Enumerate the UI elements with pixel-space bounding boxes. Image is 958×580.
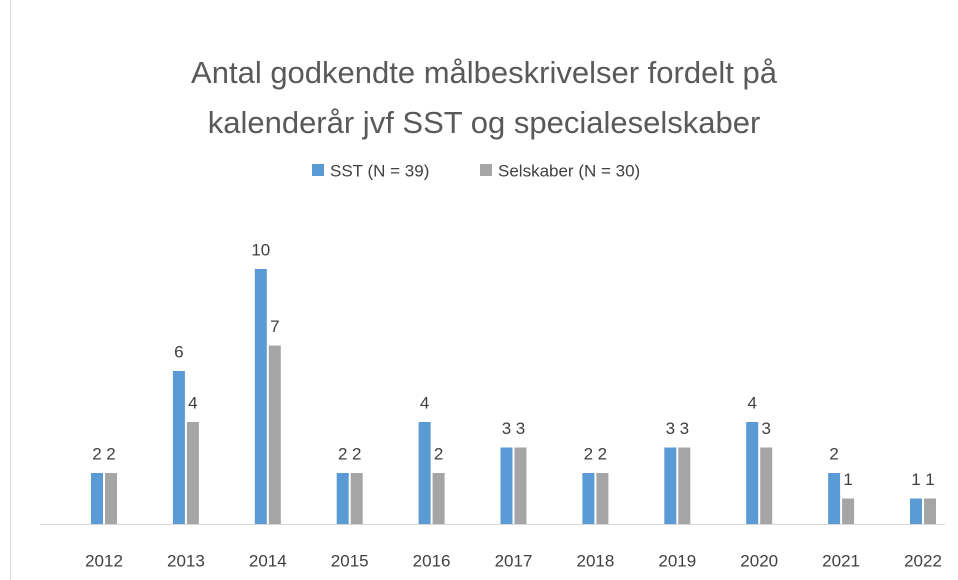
bar [418, 422, 431, 524]
bar [760, 447, 773, 524]
legend-label: SST (N = 39) [330, 161, 429, 180]
legend-swatch [480, 164, 492, 176]
data-label: 6 [174, 342, 183, 361]
x-tick-label: 2022 [904, 551, 942, 570]
data-label: 3 [516, 419, 525, 438]
data-label: 3 [502, 419, 511, 438]
x-tick-label: 2021 [822, 551, 860, 570]
x-tick-label: 2018 [576, 551, 614, 570]
data-label: 3 [666, 419, 675, 438]
data-label: 4 [420, 393, 429, 412]
x-tick-label: 2014 [249, 551, 287, 570]
chart-title: kalenderår jvf SST og specialeselskaber [208, 105, 761, 140]
x-tick-label: 2017 [495, 551, 533, 570]
data-label: 2 [352, 444, 361, 463]
bar [582, 473, 595, 524]
data-label: 2 [92, 444, 101, 463]
data-label: 3 [680, 419, 689, 438]
x-tick-label: 2020 [740, 551, 778, 570]
bar [432, 473, 445, 524]
data-label: 1 [925, 470, 934, 489]
bar [746, 422, 759, 524]
data-label: 2 [106, 444, 115, 463]
bar [924, 498, 936, 524]
data-label: 4 [747, 393, 756, 412]
bar [910, 498, 922, 524]
bar [186, 422, 199, 524]
bar [842, 498, 855, 524]
bar [514, 447, 527, 524]
bar [678, 447, 691, 524]
bar [596, 473, 609, 524]
data-label: 2 [338, 444, 347, 463]
bar [336, 473, 349, 524]
x-tick-label: 2015 [331, 551, 369, 570]
chart-title: Antal godkendte målbeskrivelser fordelt … [191, 55, 778, 90]
bar [350, 473, 363, 524]
legend-swatch [312, 164, 324, 176]
data-label: 4 [188, 393, 197, 412]
data-label: 10 [251, 240, 270, 259]
x-tick-label: 2019 [658, 551, 696, 570]
bar [172, 371, 185, 524]
legend-label: Selskaber (N = 30) [498, 161, 640, 180]
data-label: 2 [598, 444, 607, 463]
bar [254, 269, 267, 524]
bar [500, 447, 513, 524]
x-tick-label: 2012 [85, 551, 123, 570]
bar [91, 473, 103, 524]
data-label: 1 [911, 470, 920, 489]
bar [828, 473, 841, 524]
x-tick-label: 2016 [413, 551, 451, 570]
data-label: 3 [761, 419, 770, 438]
bar [664, 447, 677, 524]
data-label: 2 [584, 444, 593, 463]
data-label: 7 [270, 317, 279, 336]
bar [105, 473, 117, 524]
data-label: 2 [829, 444, 838, 463]
bar [268, 345, 281, 524]
x-tick-label: 2013 [167, 551, 205, 570]
data-label: 2 [434, 444, 443, 463]
data-label: 1 [843, 470, 852, 489]
